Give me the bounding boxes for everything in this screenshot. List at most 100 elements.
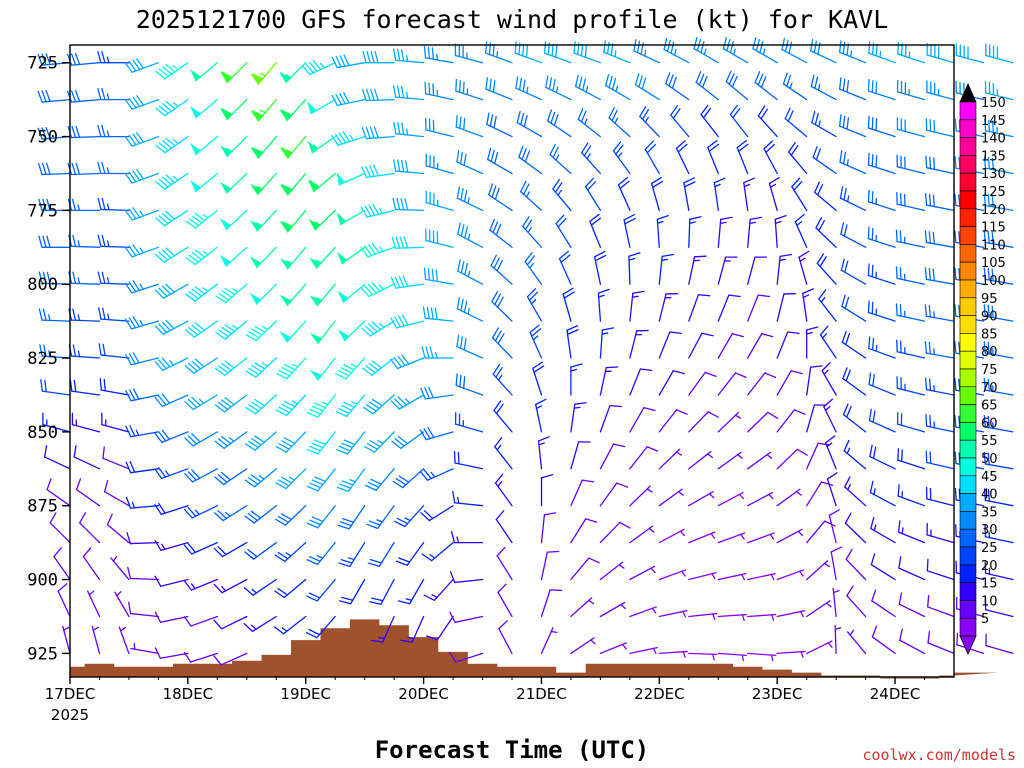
barb-full [101, 197, 106, 211]
barb-full [558, 250, 569, 260]
barb-full [700, 104, 709, 116]
wind-barb [844, 512, 867, 544]
barb-full [284, 364, 296, 371]
barb-shaft [629, 407, 645, 433]
barb-full [617, 176, 628, 186]
barb-shaft [593, 256, 602, 285]
barb-shaft [424, 394, 454, 400]
barb-half [347, 557, 355, 561]
barb-shaft [747, 411, 769, 433]
barb-half [106, 277, 110, 285]
barb-full [335, 93, 342, 106]
barb-full [72, 344, 77, 357]
barb-full [457, 222, 461, 235]
barb-half [75, 419, 77, 427]
barb-full [460, 188, 464, 201]
barb-half [827, 642, 833, 648]
barb-shaft [70, 172, 101, 176]
barb-full [605, 366, 619, 369]
barb-full [454, 412, 457, 425]
barb-full [988, 81, 991, 95]
barb-shaft [926, 129, 955, 138]
barb-shaft [629, 330, 638, 359]
barb-full [608, 75, 613, 89]
barb-shaft [811, 121, 837, 138]
barb-shaft [454, 54, 484, 64]
wind-barb [393, 48, 425, 64]
barb-full [400, 49, 405, 62]
barb-half [703, 48, 707, 56]
barb-shaft [378, 541, 395, 567]
barb-full [277, 515, 290, 524]
colorbar-swatch [959, 137, 977, 156]
barb-full [251, 328, 263, 336]
barb-half [847, 483, 851, 491]
wind-barb [306, 431, 336, 455]
barb-full [669, 331, 682, 335]
barb-full [725, 70, 732, 83]
barb-full [393, 159, 397, 172]
barb-full [493, 115, 497, 129]
barb-full [533, 365, 545, 373]
barb-full [57, 583, 68, 592]
barb-full [457, 259, 461, 272]
barb-full [954, 267, 957, 280]
barb-full [494, 473, 504, 484]
barb-full [844, 296, 850, 310]
barb-shaft [485, 88, 513, 101]
barb-shaft [87, 590, 101, 618]
barb-full [524, 219, 533, 231]
barb-full [585, 518, 598, 523]
barb-shaft [840, 233, 867, 248]
barb-full [154, 396, 163, 408]
barb-half [762, 48, 766, 56]
barb-shaft [424, 57, 454, 64]
barb-full [132, 96, 141, 108]
barb-full [79, 512, 87, 524]
barb-full [846, 43, 850, 56]
barb-full [840, 258, 845, 271]
wind-barb [338, 320, 366, 342]
barb-full [566, 329, 579, 335]
wind-barb [722, 37, 749, 64]
barb-shaft [747, 451, 772, 470]
wind-barb [360, 281, 395, 298]
wind-barb [280, 246, 307, 270]
barb-pennant [190, 106, 202, 119]
barb-full [311, 405, 324, 412]
barb-full [588, 557, 600, 564]
barb-shaft [285, 468, 307, 490]
barb-shaft [518, 156, 543, 175]
barb-full [132, 280, 141, 292]
barb-full [187, 506, 197, 517]
barb-shaft [254, 394, 277, 415]
wind-barb [570, 557, 600, 581]
barb-half [743, 183, 751, 188]
barb-shaft [395, 283, 425, 289]
colorbar-swatch [959, 244, 977, 263]
barb-shaft [747, 333, 763, 359]
barb-half [161, 543, 166, 550]
barb-full [693, 37, 698, 50]
barb-full [395, 560, 408, 566]
x-axis-label: Forecast Time (UTC) [375, 736, 650, 764]
wind-barb [658, 650, 688, 658]
barb-full [824, 520, 836, 527]
barb-full [460, 224, 465, 237]
barb-half [590, 639, 596, 645]
wind-barb [420, 505, 454, 522]
barb-pennant [280, 184, 293, 196]
wind-barb [91, 625, 101, 655]
barb-shaft [486, 123, 513, 138]
barb-full [845, 369, 851, 382]
barb-full [161, 321, 171, 332]
wind-barb [629, 485, 653, 507]
barb-full [106, 513, 113, 526]
wind-barb [361, 320, 395, 337]
barb-full [520, 112, 525, 126]
wind-barb [213, 578, 248, 594]
wind-barb [924, 341, 955, 359]
barb-shaft [162, 320, 189, 335]
wind-barb [370, 615, 395, 643]
barb-full [335, 411, 348, 418]
